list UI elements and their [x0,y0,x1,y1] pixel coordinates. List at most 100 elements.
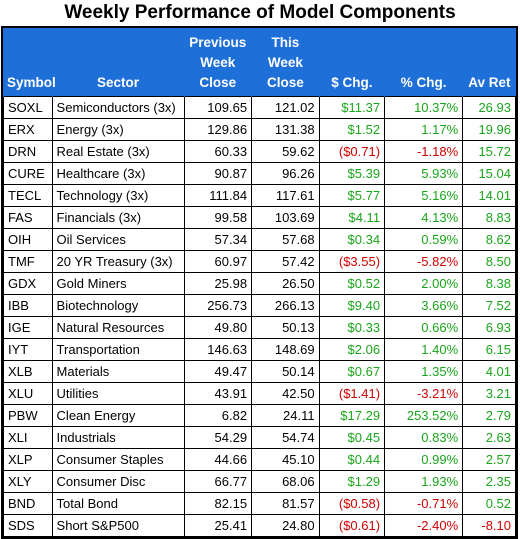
cell-average-return: 8.62 [462,227,516,251]
table-row: ERX Energy (3x) 129.86 131.38 $1.52 1.17% 19.9… [3,117,516,141]
cell-average-return: 15.04 [462,161,516,185]
cell-dollar-change: $1.52 [318,117,386,141]
cell-symbol: IGE [3,315,53,339]
cell-symbol: BND [3,491,53,515]
header-sector: Sector [51,28,184,96]
cell-this-close: 117.61 [251,183,320,207]
cell-percent-change: 10.37% [384,95,464,119]
cell-dollar-change: ($0.61) [318,513,386,537]
cell-average-return: 2.35 [462,469,516,493]
cell-symbol: SOXL [3,95,53,119]
cell-previous-close: 82.15 [183,491,253,515]
cell-dollar-change: ($0.71) [318,139,386,163]
cell-average-return: 4.01 [462,359,516,383]
cell-average-return: 6.93 [462,315,516,339]
cell-previous-close: 66.77 [183,469,253,493]
cell-previous-close: 256.73 [183,293,253,317]
cell-sector: Transportation [51,337,185,361]
cell-percent-change: 0.83% [384,425,464,449]
cell-symbol: IYT [3,337,53,361]
header-average-return: Av Ret [462,28,516,96]
table-row: PBW Clean Energy 6.82 24.11 $17.29 253.52% 2.7… [3,403,516,427]
cell-symbol: XLI [3,425,53,449]
cell-this-close: 103.69 [251,205,320,229]
table-row: XLB Materials 49.47 50.14 $0.67 1.35% 4.01 [3,359,516,383]
cell-this-close: 57.68 [251,227,320,251]
table-row: FAS Financials (3x) 99.58 103.69 $4.11 4.13% 8… [3,205,516,229]
cell-dollar-change: $0.45 [318,425,386,449]
cell-previous-close: 57.34 [183,227,253,251]
cell-percent-change: 2.00% [384,271,464,295]
cell-percent-change: 4.13% [384,205,464,229]
cell-percent-change: 253.52% [384,403,464,427]
cell-this-close: 96.26 [251,161,320,185]
header-dollar-change: $ Chg. [318,28,385,96]
cell-average-return: 15.72 [462,139,516,163]
cell-sector: Biotechnology [51,293,185,317]
cell-sector: Healthcare (3x) [51,161,185,185]
cell-symbol: XLU [3,381,53,405]
table-row: TMF 20 YR Treasury (3x) 60.97 57.42 ($3.55) -… [3,249,516,273]
cell-average-return: -8.10 [462,513,516,537]
cell-percent-change: -1.18% [384,139,464,163]
cell-this-close: 45.10 [251,447,320,471]
table-row: DRN Real Estate (3x) 60.33 59.62 ($0.71) -1.1… [3,139,516,163]
table-row: OIH Oil Services 57.34 57.68 $0.34 0.59% 8.62 [3,227,516,251]
table-row: IBB Biotechnology 256.73 266.13 $9.40 3.66% 7.… [3,293,516,317]
table-row: TECL Technology (3x) 111.84 117.61 $5.77 5.16… [3,183,516,207]
cell-percent-change: -5.82% [384,249,464,273]
cell-average-return: 0.52 [462,491,516,515]
header-percent-change: % Chg. [384,28,463,96]
header-previous-line-1: Previous [189,34,247,50]
cell-sector: 20 YR Treasury (3x) [51,249,185,273]
cell-percent-change: 1.17% [384,117,464,141]
cell-symbol: XLB [3,359,53,383]
cell-previous-close: 60.97 [183,249,253,273]
cell-previous-close: 111.84 [183,183,253,207]
cell-average-return: 7.52 [462,293,516,317]
cell-previous-close: 109.65 [183,95,253,119]
cell-percent-change: -3.21% [384,381,464,405]
cell-this-close: 266.13 [251,293,320,317]
performance-table: Symbol Sector Previous Week Close This W… [3,28,516,537]
cell-dollar-change: ($3.55) [318,249,386,273]
table-row: GDX Gold Miners 25.98 26.50 $0.52 2.00% 8.38 [3,271,516,295]
table-row: XLY Consumer Disc 66.77 68.06 $1.29 1.93% 2.35 [3,469,516,493]
cell-symbol: FAS [3,205,53,229]
cell-dollar-change: $2.06 [318,337,386,361]
cell-percent-change: 0.66% [384,315,464,339]
table-header: Symbol Sector Previous Week Close This W… [3,28,516,96]
cell-previous-close: 146.63 [183,337,253,361]
cell-previous-close: 54.29 [183,425,253,449]
cell-dollar-change: $1.29 [318,469,386,493]
cell-average-return: 8.50 [462,249,516,273]
cell-dollar-change: $9.40 [318,293,386,317]
cell-percent-change: 0.59% [384,227,464,251]
cell-this-close: 68.06 [251,469,320,493]
page-title: Weekly Performance of Model Components [64,2,456,23]
cell-dollar-change: $11.37 [318,95,386,119]
cell-dollar-change: $4.11 [318,205,386,229]
cell-symbol: SDS [3,513,53,537]
cell-previous-close: 60.33 [183,139,253,163]
cell-sector: Gold Miners [51,271,185,295]
cell-dollar-change: $0.44 [318,447,386,471]
cell-percent-change: 3.66% [384,293,464,317]
cell-average-return: 6.15 [462,337,516,361]
cell-previous-close: 129.86 [183,117,253,141]
header-this-line-2: Week [267,54,303,70]
cell-dollar-change: $0.67 [318,359,386,383]
cell-sector: Semiconductors (3x) [51,95,185,119]
table-row: IGE Natural Resources 49.80 50.13 $0.33 0.66%… [3,315,516,339]
cell-this-close: 57.42 [251,249,320,273]
header-previous-line-3: Close [199,74,237,90]
cell-average-return: 2.57 [462,447,516,471]
cell-sector: Consumer Staples [51,447,185,471]
cell-symbol: CURE [3,161,53,185]
cell-dollar-change: $0.33 [318,315,386,339]
cell-sector: Industrials [51,425,185,449]
cell-symbol: IBB [3,293,53,317]
header-previous-line-2: Week [200,54,236,70]
table-row: IYT Transportation 146.63 148.69 $2.06 1.40% 6… [3,337,516,361]
cell-this-close: 50.14 [251,359,320,383]
